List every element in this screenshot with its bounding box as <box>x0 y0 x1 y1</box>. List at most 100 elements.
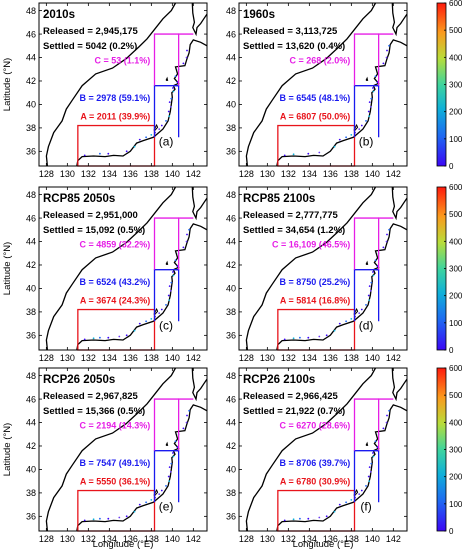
settlement-dot <box>165 304 167 306</box>
region-c-count: C = 4859 (32.2%) <box>80 239 151 249</box>
lon-tick-label: 136 <box>323 534 338 544</box>
settled-count: Settled = 15,366 (0.5%) <box>43 406 145 417</box>
settlement-dot <box>360 489 363 492</box>
lat-tick-label: 40 <box>26 100 36 110</box>
y-axis-label: Latitude (°N) <box>2 58 13 111</box>
lon-tick-label: 136 <box>323 353 338 363</box>
lon-tick-label: 138 <box>144 534 159 544</box>
lon-tick-label: 134 <box>102 534 117 544</box>
lon-tick-label: 142 <box>386 534 401 544</box>
lat-tick-label: 42 <box>226 260 236 270</box>
island-outline <box>365 260 369 265</box>
colorbar-tick-label: 200 <box>449 473 463 482</box>
settlement-dot <box>372 452 374 454</box>
settlement-dot <box>185 56 188 59</box>
lon-tick-label: 130 <box>60 353 75 363</box>
region-b-count: B = 7547 (49.1%) <box>80 458 151 468</box>
settlement-dot <box>170 462 173 465</box>
panel-label: (e) <box>159 499 174 513</box>
x-axis-label: Longitude (°E) <box>293 539 354 550</box>
colorbar-tick-label: 0 <box>449 527 454 536</box>
lat-tick-label: 46 <box>26 213 36 223</box>
settlement-dot <box>372 87 374 89</box>
lat-tick-label: 36 <box>26 147 36 157</box>
lon-tick-label: 130 <box>60 534 75 544</box>
lon-tick-label: 128 <box>239 169 254 179</box>
region-b-count: B = 6545 (48.1%) <box>280 93 351 103</box>
lat-tick-label: 36 <box>26 331 36 341</box>
lat-tick-label: 38 <box>226 488 236 498</box>
lat-tick-label: 38 <box>26 488 36 498</box>
lon-tick-label: 134 <box>102 353 117 363</box>
released-count: Released = 2,945,175 <box>43 26 139 37</box>
settlement-dot <box>174 75 177 78</box>
settlement-dot <box>188 228 191 231</box>
settlement-dot <box>133 145 136 148</box>
panel-title: RCP85 2050s <box>43 193 115 205</box>
settlement-dot <box>169 289 172 292</box>
lat-tick-label: 36 <box>226 147 236 157</box>
settlement-dot <box>169 105 172 108</box>
colorbar-tick-label: 300 <box>449 265 463 274</box>
settlement-dot <box>158 128 161 131</box>
settlement-dot <box>145 136 148 139</box>
lon-tick-label: 142 <box>386 169 401 179</box>
lat-tick-label: 36 <box>26 512 36 522</box>
island-outline <box>165 260 169 265</box>
settlement-dot <box>307 336 310 339</box>
lat-tick-label: 44 <box>26 237 36 247</box>
lon-tick-label: 130 <box>260 353 275 363</box>
region-c-count: C = 2194 (14.3%) <box>80 420 151 430</box>
lon-tick-label: 134 <box>302 353 317 363</box>
settlement-dot <box>182 427 185 430</box>
settlement-dot <box>368 285 371 287</box>
region-b-box <box>353 450 380 503</box>
settlement-dot <box>172 87 174 89</box>
island-outline <box>165 441 169 446</box>
settlement-dot <box>385 56 388 59</box>
settlement-dot <box>365 120 367 122</box>
region-c-box <box>153 217 179 270</box>
region-b-box <box>153 269 180 322</box>
coastline-mainland <box>45 186 177 351</box>
settlement-dot <box>138 138 141 141</box>
lon-tick-label: 138 <box>144 353 159 363</box>
lat-tick-label: 48 <box>26 371 36 381</box>
region-b-box <box>353 269 380 322</box>
lat-tick-label: 38 <box>226 123 236 133</box>
settlement-dot <box>318 335 321 338</box>
settlement-dot <box>168 115 171 118</box>
settlement-dot <box>318 516 321 519</box>
lat-tick-label: 42 <box>26 260 36 270</box>
colorbar-tick-label: 500 <box>449 26 463 35</box>
settlement-dot <box>118 335 121 338</box>
settlement-dot <box>367 110 370 113</box>
settlement-dot <box>382 246 385 249</box>
region-a-count: A = 2011 (39.9%) <box>80 112 150 122</box>
region-c-box <box>153 33 179 86</box>
settlement-dot <box>170 281 173 284</box>
settlement-dot <box>92 337 95 340</box>
coastline-mainland <box>245 367 377 532</box>
coastline-mainland <box>245 2 377 167</box>
lat-tick-label: 40 <box>26 284 36 294</box>
settlement-dot <box>125 150 128 153</box>
settlement-dot <box>365 304 367 306</box>
settlement-dot <box>186 49 188 52</box>
region-c-box <box>353 33 379 86</box>
y-axis-label: Latitude (°N) <box>2 242 13 295</box>
lat-tick-label: 42 <box>226 76 236 86</box>
region-b-count: B = 2978 (59.1%) <box>80 93 151 103</box>
settlement-dot <box>107 152 110 155</box>
settlement-dot <box>372 90 375 93</box>
settlement-dot <box>83 338 86 341</box>
map-panel: 48 46 44 42 40 38 36 128 130 132 134 136 138 140 142 RC… <box>26 367 208 544</box>
settlement-dot <box>172 271 174 273</box>
lon-tick-label: 140 <box>165 353 180 363</box>
lat-tick-label: 48 <box>26 190 36 200</box>
settlement-dot <box>172 455 175 458</box>
coastline-mainland <box>45 367 177 532</box>
colorbar-tick-label: 300 <box>449 446 463 455</box>
settlement-dot <box>168 285 171 287</box>
lat-tick-label: 46 <box>226 213 236 223</box>
